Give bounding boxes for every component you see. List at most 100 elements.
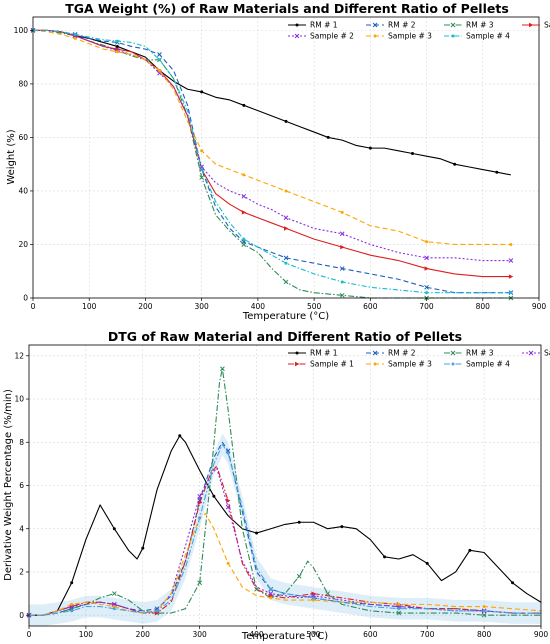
tga-xlabel: Temperature (°C) <box>242 311 329 322</box>
dtg-legend-item-sample-1: Sample # 1 <box>288 360 354 369</box>
tga-legend-item-rm-2: RM # 2 <box>366 21 416 30</box>
tga-xtick-label: 200 <box>138 302 153 311</box>
tga-point-rm-1 <box>115 44 119 48</box>
dtg-point-sample-1 <box>197 500 203 505</box>
tga-series-rm-2 <box>30 28 514 296</box>
tga-line-rm-1 <box>33 29 511 176</box>
tga-legend-item-rm-1: RM # 1 <box>288 21 338 30</box>
dtg-point-sample-3 <box>397 602 401 606</box>
dtg-point-rm-3 <box>220 366 225 372</box>
dtg-title: DTG of Raw Material and Different Ratio … <box>108 329 462 344</box>
tga-legend-item-rm-3: RM # 3 <box>444 21 494 30</box>
dtg-legend-label-sample-1: Sample # 1 <box>310 360 354 369</box>
dtg-legend-marker-rm-3 <box>450 350 456 356</box>
tga-xtick-label: 900 <box>532 302 547 311</box>
tga-point-sample-2 <box>508 258 514 263</box>
tga-ytick-label: 0 <box>23 294 28 303</box>
tga-point-sample-2 <box>283 215 289 221</box>
tga-point-sample-3 <box>340 210 344 214</box>
dtg-chart: DTG of Raw Material and Different Ratio … <box>3 329 550 642</box>
tga-point-sample-3 <box>242 173 246 177</box>
dtg-point-rm-1 <box>70 581 74 585</box>
dtg-point-sample-4 <box>311 596 315 600</box>
tga-point-sample-2 <box>339 231 345 237</box>
dtg-point-rm-1 <box>255 531 259 535</box>
dtg-point-sample-4 <box>155 609 159 613</box>
dtg-legend-label-rm-3: RM # 3 <box>466 349 494 358</box>
tga-legend-item-sample-1: Sample # 1 <box>522 21 550 30</box>
tga-xtick-label: 800 <box>476 302 491 311</box>
dtg-legend-label-rm-1: RM # 1 <box>310 349 338 358</box>
dtg-ytick-label: 8 <box>19 438 24 447</box>
tga-series-sample-3 <box>31 28 513 246</box>
tga-point-sample-1 <box>284 226 289 231</box>
dtg-ytick-label: 4 <box>19 524 24 533</box>
tga-series-group <box>30 28 514 301</box>
dtg-series-rm-3 <box>26 366 541 618</box>
tga-legend-marker-sample-4 <box>451 34 455 38</box>
dtg-point-sample-2 <box>311 593 316 599</box>
dtg-ytick-label: 6 <box>19 481 24 490</box>
dtg-point-rm-3 <box>296 573 302 579</box>
dtg-point-rm-1 <box>178 434 182 438</box>
dtg-legend-marker-rm-1 <box>295 351 299 355</box>
tga-point-rm-3 <box>199 175 205 180</box>
tga-point-sample-2 <box>199 164 205 170</box>
dtg-ytick-label: 2 <box>19 568 24 577</box>
tga-point-sample-3 <box>115 50 119 54</box>
dtg-legend-marker-sample-3 <box>373 362 377 366</box>
tga-xtick-label: 300 <box>195 302 210 311</box>
tga-xtick-label: 600 <box>363 302 378 311</box>
tga-point-sample-3 <box>425 240 429 244</box>
dtg-band-sample-4 <box>29 433 541 626</box>
tga-legend-marker-sample-2 <box>294 33 300 39</box>
dtg-point-sample-4 <box>70 609 74 613</box>
tga-point-rm-1 <box>326 135 330 139</box>
tga-point-rm-3 <box>339 292 345 298</box>
dtg-xlabel: Temperature (°C) <box>241 631 328 642</box>
tga-xtick-label: 0 <box>31 302 36 311</box>
dtg-legend-marker-sample-4 <box>451 362 455 366</box>
tga-legend-label-sample-2: Sample # 2 <box>310 32 354 41</box>
tga-series-sample-4 <box>31 28 513 295</box>
tga-point-sample-4 <box>242 237 246 241</box>
dtg-point-sample-4 <box>482 609 486 613</box>
dtg-point-rm-1 <box>468 548 472 552</box>
tga-legend-label-sample-3: Sample # 3 <box>388 32 432 41</box>
dtg-legend: RM # 1 RM # 2 RM # 3 Sample # 2 Sample # 1 Sa… <box>288 349 550 369</box>
tga-legend-label-sample-1: Sample # 1 <box>544 21 550 30</box>
tga-line-sample-3 <box>32 29 511 246</box>
tga-point-rm-1 <box>242 103 246 107</box>
dtg-ticks: 0 100 200 300 400 500 600 700 800 900 0 2 4 6 8 10 12 <box>14 351 548 639</box>
tga-legend-marker-rm-3 <box>450 22 456 28</box>
tga-ytick-label: 100 <box>14 26 29 35</box>
dtg-line-rm-1 <box>29 435 542 616</box>
tga-point-sample-2 <box>241 193 247 199</box>
tga-line-sample-4 <box>33 29 511 294</box>
dtg-series-group <box>26 366 542 618</box>
dtg-point-rm-1 <box>340 525 344 529</box>
dtg-point-sample-2 <box>225 504 231 510</box>
dtg-point-rm-3 <box>481 612 487 618</box>
tga-legend-label-rm-3: RM # 3 <box>466 21 494 30</box>
dtg-xtick-label: 400 <box>249 630 264 639</box>
tga-line-sample-2 <box>33 29 511 262</box>
tga-point-sample-3 <box>284 189 288 193</box>
dtg-xtick-label: 900 <box>534 630 549 639</box>
dtg-series-sample-4 <box>27 443 541 617</box>
dtg-point-sample-2 <box>111 602 117 607</box>
tga-point-rm-3 <box>241 242 247 247</box>
tga-ytick-label: 40 <box>18 187 28 196</box>
tga-line-sample-1 <box>33 29 511 278</box>
tga-ytick-label: 60 <box>18 133 28 142</box>
dtg-point-rm-1 <box>141 546 145 550</box>
tga-point-rm-1 <box>200 90 204 94</box>
dtg-xtick-label: 100 <box>79 630 94 639</box>
dtg-point-rm-3 <box>396 610 402 616</box>
dtg-legend-item-rm-3: RM # 3 <box>444 349 494 358</box>
dtg-point-rm-3 <box>111 591 117 596</box>
dtg-point-sample-4 <box>397 607 401 611</box>
tga-line-rm-2 <box>33 29 511 294</box>
dtg-line-rm-2 <box>29 441 541 616</box>
